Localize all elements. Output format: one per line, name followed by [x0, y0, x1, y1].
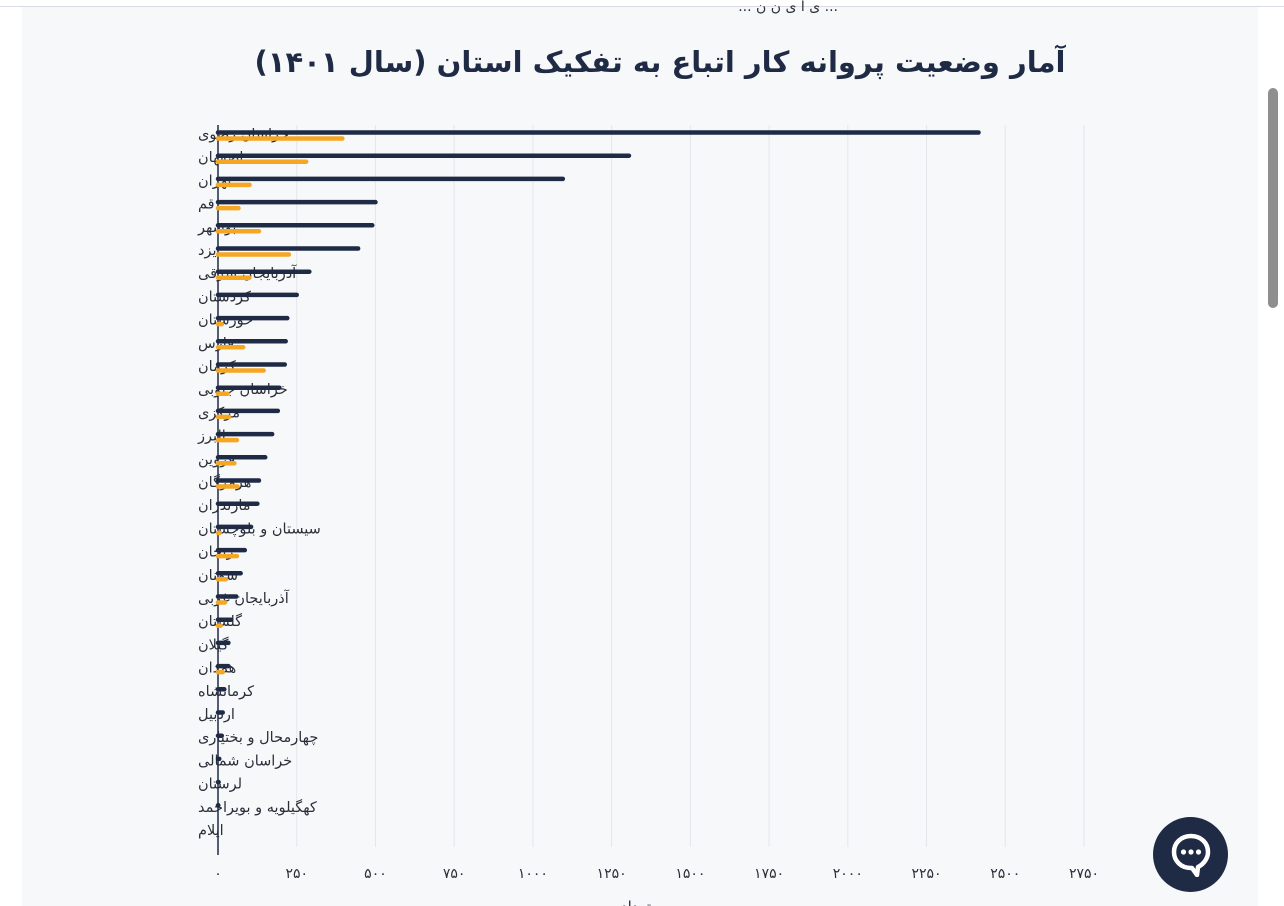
top-border — [0, 6, 1284, 7]
x-tick-label: ۲۲۵۰ — [912, 866, 942, 882]
x-tick-label: ۱۲۵۰ — [597, 866, 627, 882]
x-tick-label: ۵۰۰ — [364, 866, 387, 882]
x-tick-label: ۲۵۰ — [285, 866, 308, 882]
x-tick-label: ۲۷۵۰ — [1069, 866, 1099, 882]
category-label: ایلام — [198, 823, 224, 839]
partial-header-text: ... ی ا ی ن ن ... — [738, 0, 838, 15]
category-label: همدان — [198, 661, 236, 677]
x-tick-label: ۱۷۵۰ — [754, 866, 784, 882]
chart-title: آمار وضعیت پروانه کار اتباع به تفکیک است… — [254, 45, 1066, 79]
scrollbar-thumb[interactable] — [1268, 88, 1278, 308]
bar-chart: ۰ ۲۵۰ ۵۰۰ ۷۵۰ ۱۰۰۰ ۱۲۵۰ ۱۵۰۰ ۱۷۵۰ ۲۰۰۰ ۲۲۵۰ ۲۵۰۰ ۲۷… — [197, 125, 1099, 906]
category-label: لرستان — [198, 777, 242, 793]
category-label: کردستان — [198, 289, 251, 305]
x-tick-label: ۲۰۰۰ — [833, 866, 863, 882]
category-label: خراسان شمالی — [198, 753, 292, 769]
category-label: آذربایجان غربی — [198, 589, 290, 607]
category-label: سیستان و بلوچستان — [198, 521, 321, 537]
category-label: قم — [198, 197, 215, 213]
chat-button[interactable] — [1153, 817, 1228, 892]
x-tick-label: ۰ — [214, 866, 222, 882]
x-tick-label: ۷۵۰ — [443, 866, 466, 882]
x-tick-label: ۱۵۰۰ — [675, 866, 705, 882]
category-label: یزد — [198, 243, 217, 259]
category-label: چهارمحال و بختیاری — [198, 730, 318, 746]
category-label: مازندران — [198, 498, 251, 514]
category-label: اردبیل — [198, 707, 235, 723]
category-label: کهگیلویه و بویراحمد — [198, 799, 317, 816]
chart-card: ... ی ا ی ن ن ... آمار وضعیت پروانه کار … — [22, 0, 1258, 906]
chat-bubble-icon — [1171, 833, 1211, 877]
x-tick-label: ۲۵۰۰ — [990, 866, 1020, 882]
x-axis-label: تعداد — [621, 898, 651, 906]
category-label: خوزستان — [198, 313, 253, 329]
x-tick-label: ۱۰۰۰ — [518, 866, 548, 882]
category-label: خراسان جنوبی — [198, 382, 288, 398]
category-label: کرمانشاه — [198, 684, 254, 700]
